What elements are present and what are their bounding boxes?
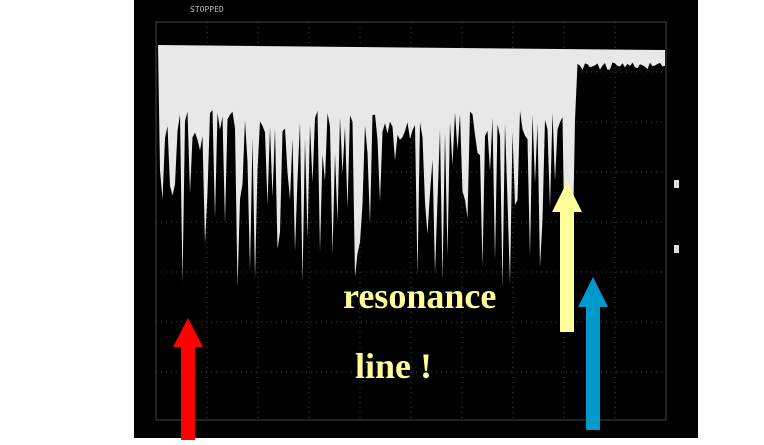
annotation-text: line ! bbox=[355, 346, 432, 386]
annotation-text: resonance bbox=[343, 276, 496, 316]
marker bbox=[674, 180, 679, 188]
marker bbox=[674, 245, 679, 253]
red-arrow bbox=[173, 318, 203, 440]
yellow-arrow bbox=[552, 182, 582, 332]
blue-arrow bbox=[578, 277, 608, 430]
scope-status: STOPPED bbox=[190, 5, 224, 14]
trace bbox=[158, 45, 665, 289]
